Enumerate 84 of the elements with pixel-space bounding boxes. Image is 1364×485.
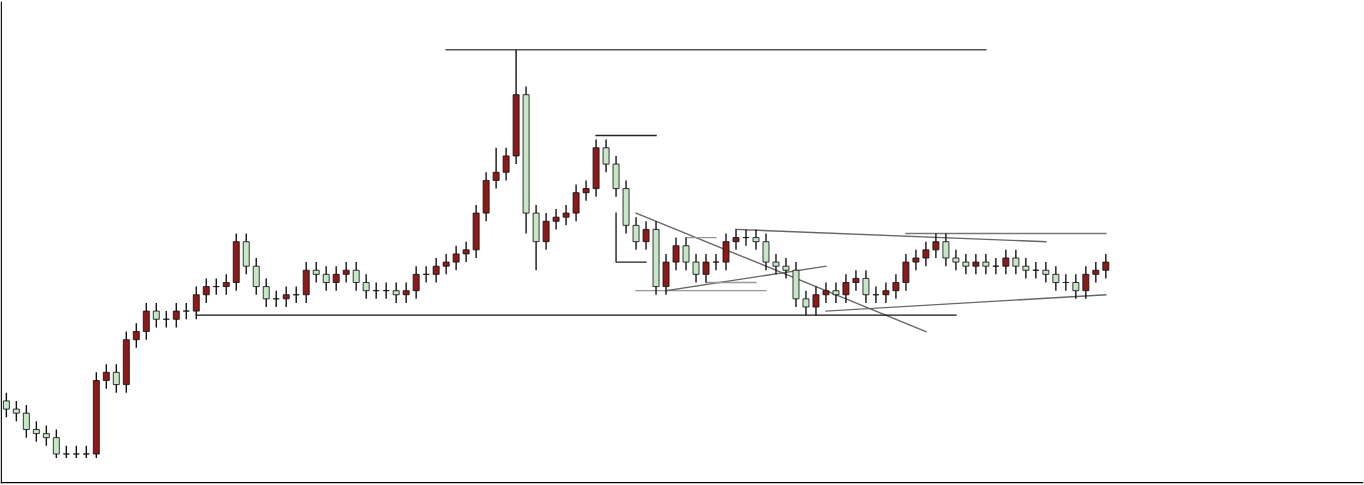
candlestick	[202, 277, 210, 304]
candlestick	[442, 253, 450, 276]
candlestick	[1102, 253, 1110, 280]
candlestick	[32, 420, 40, 443]
candlestick	[282, 285, 290, 308]
candlestick	[1082, 265, 1090, 300]
candlestick	[172, 302, 180, 329]
candlestick	[1032, 261, 1040, 280]
candlestick	[1052, 265, 1060, 292]
candlestick	[712, 253, 720, 271]
candlestick	[102, 363, 110, 390]
candlestick	[542, 212, 550, 251]
candlestick	[722, 232, 730, 271]
candlestick	[562, 204, 570, 227]
candlestick	[882, 281, 890, 304]
candlestick	[672, 236, 680, 271]
candlestick	[252, 257, 260, 296]
candlestick	[262, 277, 270, 308]
candlestick	[872, 285, 880, 304]
candlestick	[1002, 249, 1010, 276]
candlestick	[152, 302, 160, 329]
candlestick	[1042, 261, 1050, 284]
candlestick	[742, 228, 750, 247]
candlestick	[582, 179, 590, 202]
candlestick	[492, 147, 500, 190]
candlestick	[602, 138, 610, 173]
candlestick	[1072, 273, 1080, 300]
candlestick	[772, 253, 780, 276]
candlestick	[962, 253, 970, 276]
candlestick	[972, 253, 980, 276]
candlestick	[2, 392, 10, 418]
candlestick	[222, 273, 230, 296]
candlestick	[932, 232, 940, 259]
candlestick	[682, 236, 690, 271]
candlestick	[1092, 261, 1100, 284]
candlestick	[332, 265, 340, 292]
candlestick	[432, 257, 440, 284]
candlestick	[752, 228, 760, 251]
candlestick	[982, 253, 990, 276]
candlestick	[822, 281, 830, 304]
candlestick	[52, 428, 60, 459]
candlestick	[422, 265, 430, 284]
candlestick	[352, 261, 360, 292]
candlestick	[852, 269, 860, 292]
candlestick	[452, 245, 460, 271]
candlestick	[42, 424, 50, 447]
candlestick	[862, 269, 870, 304]
candlestick	[342, 261, 350, 284]
candlestick	[732, 228, 740, 251]
candlestick	[632, 216, 640, 251]
candlestick	[322, 265, 330, 292]
candlestick	[462, 240, 470, 263]
candlestick	[132, 322, 140, 349]
candlestick	[552, 208, 560, 231]
candlestick	[692, 253, 700, 284]
candlestick	[502, 147, 510, 182]
candlestick	[1062, 273, 1070, 292]
candlestick	[642, 220, 650, 251]
candlestick	[112, 363, 120, 394]
candlestick	[402, 281, 410, 304]
candlestick	[782, 257, 790, 280]
candlestick	[12, 400, 20, 423]
candlestick	[412, 265, 420, 300]
candlestick	[922, 240, 930, 267]
candlestick	[902, 253, 910, 292]
candlestick	[762, 232, 770, 271]
candlestick	[142, 302, 150, 341]
candlestick	[892, 273, 900, 300]
candlestick	[832, 281, 840, 304]
candlestick	[912, 249, 920, 271]
candlestick	[362, 273, 370, 300]
candlestick	[952, 249, 960, 271]
candlestick	[992, 257, 1000, 276]
candlestick	[572, 183, 580, 222]
candlestick	[702, 253, 710, 284]
candlestick	[842, 273, 850, 304]
candlestick	[942, 232, 950, 267]
candlestick	[22, 404, 30, 439]
candlestick	[372, 281, 380, 300]
candlestick	[1022, 257, 1030, 280]
candlestick	[382, 281, 390, 300]
candlestick	[1012, 249, 1020, 276]
candlestick	[392, 281, 400, 304]
candlestick	[312, 261, 320, 284]
